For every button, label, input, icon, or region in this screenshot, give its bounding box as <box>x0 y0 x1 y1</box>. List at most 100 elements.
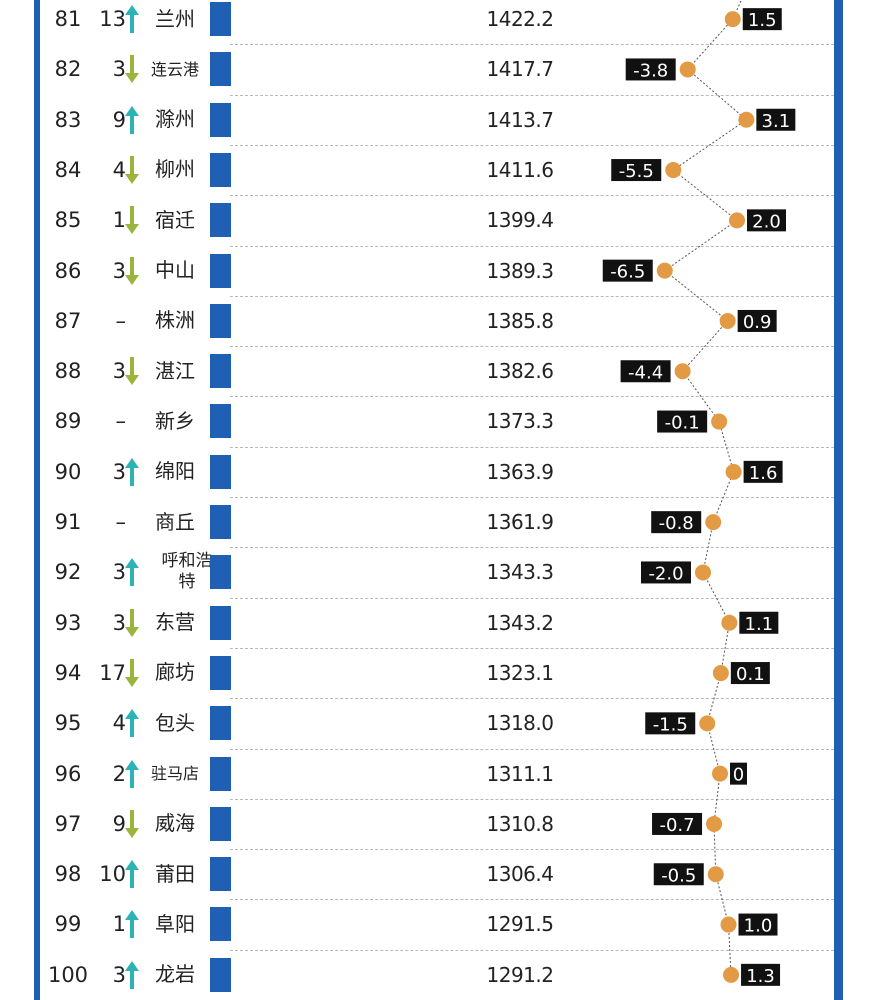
gdp-bar <box>210 806 231 841</box>
rank-change-cell: 3 <box>112 560 126 585</box>
arrow-down-icon <box>124 205 140 235</box>
table-row: 89 – 新乡 1373.3 <box>40 396 834 446</box>
gdp-bar <box>210 52 231 87</box>
rank-change-cell: 3 <box>112 57 126 82</box>
rank-change-cell: 9 <box>112 107 126 132</box>
table-row: 97 9 威海 1310.8 <box>40 799 834 849</box>
gdp-bar <box>210 907 231 942</box>
rank-cell: 89 <box>54 409 82 434</box>
gdp-bar <box>210 857 231 892</box>
city-name: 廊坊 <box>155 660 195 685</box>
rank-cell: 85 <box>54 208 82 233</box>
rank-cell: 81 <box>54 7 82 31</box>
city-name: 湛江 <box>155 358 195 383</box>
rank-change-cell: 9 <box>112 811 126 836</box>
rank-cell: 92 <box>54 560 82 585</box>
row-separator <box>230 396 834 398</box>
gdp-value: 1306.4 <box>486 862 554 887</box>
table-row: 82 3 连云港 1417.7 <box>40 44 834 94</box>
table-row: 81 13 兰州 1422.2 <box>40 0 834 44</box>
city-name: 包头 <box>155 710 195 735</box>
gdp-value: 1373.3 <box>486 409 554 434</box>
table-row: 100 3 龙岩 1291.2 <box>40 950 834 1000</box>
rank-cell: 100 <box>47 962 89 987</box>
table-row: 86 3 中山 1389.3 <box>40 246 834 296</box>
frame-left-border <box>34 0 40 1000</box>
rank-change-cell: 1 <box>112 912 126 937</box>
city-name: 呼和浩特 <box>161 551 213 593</box>
city-name: 滁州 <box>155 107 195 132</box>
arrow-up-icon <box>124 4 140 34</box>
arrow-down-icon <box>124 658 140 688</box>
gdp-value: 1422.2 <box>486 7 554 31</box>
arrow-down-icon <box>124 608 140 638</box>
gdp-value: 1291.2 <box>486 962 554 987</box>
arrow-down-icon <box>124 809 140 839</box>
rank-change-cell: 13 <box>99 7 126 31</box>
city-name: 株洲 <box>155 308 195 333</box>
arrow-up-icon <box>124 457 140 487</box>
rank-change-cell: 3 <box>112 610 126 635</box>
gdp-value: 1291.5 <box>486 912 554 937</box>
rank-change-cell: 1 <box>112 208 126 233</box>
rank-cell: 94 <box>54 660 82 685</box>
rank-change-cell: 17 <box>99 660 126 685</box>
rank-change-cell: – <box>115 308 127 333</box>
row-separator <box>230 195 834 197</box>
row-separator <box>230 295 834 297</box>
rank-cell: 93 <box>54 610 82 635</box>
city-name: 宿迁 <box>155 207 195 232</box>
row-separator <box>230 144 834 146</box>
row-separator <box>230 44 834 46</box>
arrow-up-icon <box>124 909 140 939</box>
gdp-bar <box>210 253 231 288</box>
arrow-down-icon <box>124 155 140 185</box>
rank-change-cell: 3 <box>112 459 126 484</box>
arrow-up-icon <box>124 708 140 738</box>
city-name: 龙岩 <box>155 962 195 987</box>
rank-change-cell: 3 <box>112 359 126 384</box>
table-row: 93 3 东营 1343.2 <box>40 598 834 648</box>
gdp-value: 1363.9 <box>486 459 554 484</box>
gdp-bar <box>210 756 231 791</box>
table-row: 88 3 湛江 1382.6 <box>40 346 834 396</box>
rank-cell: 82 <box>54 57 82 82</box>
table-row: 87 – 株洲 1385.8 <box>40 296 834 346</box>
gdp-value: 1310.8 <box>486 811 554 836</box>
gdp-bar <box>210 303 231 338</box>
gdp-value: 1385.8 <box>486 308 554 333</box>
rank-change-cell: 2 <box>112 761 126 786</box>
gdp-value: 1323.1 <box>486 660 554 685</box>
arrow-down-icon <box>124 356 140 386</box>
gdp-value: 1311.1 <box>486 761 554 786</box>
rank-cell: 97 <box>54 811 82 836</box>
city-name: 新乡 <box>155 408 195 433</box>
gdp-bar <box>210 706 231 741</box>
row-separator <box>230 94 834 96</box>
gdp-bar <box>210 354 231 389</box>
row-separator <box>230 899 834 901</box>
row-separator <box>230 798 834 800</box>
gdp-bar <box>210 957 231 992</box>
table-row: 98 10 莆田 1306.4 <box>40 849 834 899</box>
rank-cell: 91 <box>54 510 82 534</box>
gdp-bar <box>210 555 231 590</box>
gdp-value: 1343.3 <box>486 560 554 585</box>
gdp-bar <box>210 152 231 187</box>
arrow-up-icon <box>124 960 140 990</box>
table-row: 95 4 包头 1318.0 <box>40 698 834 748</box>
table-row: 94 17 廊坊 1323.1 <box>40 648 834 698</box>
city-name: 连云港 <box>150 59 199 79</box>
rank-cell: 95 <box>54 711 82 736</box>
gdp-value: 1399.4 <box>486 208 554 233</box>
row-separator <box>230 245 834 247</box>
arrow-down-icon <box>124 54 140 84</box>
city-name: 莆田 <box>155 861 195 886</box>
gdp-bar <box>210 605 231 640</box>
row-separator <box>230 446 834 448</box>
gdp-value: 1318.0 <box>486 711 554 736</box>
rank-cell: 90 <box>54 459 82 484</box>
rank-cell: 84 <box>54 157 82 182</box>
rank-cell: 86 <box>54 258 82 283</box>
rank-change-cell: 10 <box>99 862 126 887</box>
